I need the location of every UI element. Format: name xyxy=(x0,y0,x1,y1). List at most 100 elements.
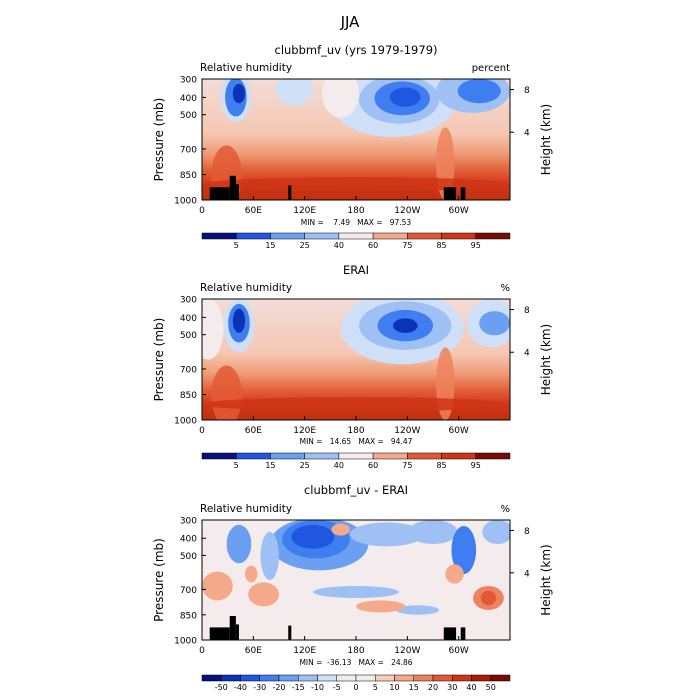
y-tick-label: 1000 xyxy=(174,417,197,427)
x-tick-label: 120E xyxy=(293,646,316,656)
panel-title: clubbmf_uv (yrs 1979-1979) xyxy=(275,43,438,57)
y-tick-label: 700 xyxy=(180,145,197,155)
min-max-stats: MIN = 14.65 MAX = 94.47 xyxy=(300,437,413,446)
colorbar-label: 60 xyxy=(368,241,378,250)
colorbar-label: 95 xyxy=(471,241,481,250)
panel-title: ERAI xyxy=(343,263,369,277)
colorbar-swatch xyxy=(235,452,271,460)
colorbar-swatch xyxy=(432,674,453,682)
colorbar-label: 15 xyxy=(265,241,275,250)
x-tick-label: 60E xyxy=(245,206,262,216)
colorbar-label: -40 xyxy=(234,683,247,692)
x-tick-label: 60E xyxy=(245,646,262,656)
colorbar-label: 40 xyxy=(334,461,344,470)
subtitle-right: percent xyxy=(472,63,510,74)
y-tick-label: 1000 xyxy=(174,637,197,647)
x-tick-label: 60W xyxy=(448,206,468,216)
x-tick-label: 60E xyxy=(245,426,262,436)
colorbar-swatch xyxy=(270,232,305,240)
colorbar-swatch xyxy=(240,674,260,682)
colorbar-swatch xyxy=(372,232,408,240)
colorbar-label: 85 xyxy=(436,241,446,250)
contour-field xyxy=(202,299,510,420)
colorbar-swatch xyxy=(201,232,237,240)
colorbar-label: 25 xyxy=(300,241,310,250)
x-tick-label: 0 xyxy=(199,426,205,436)
colorbar-swatch xyxy=(452,674,472,682)
contour-field xyxy=(202,79,510,200)
x-tick-label: 120W xyxy=(394,646,420,656)
terrain-mask xyxy=(209,187,230,200)
colorbar-swatch xyxy=(304,232,340,240)
y-right-axis-label: Height (km) xyxy=(539,324,553,395)
terrain-mask xyxy=(460,627,466,640)
y-right-tick-label: 4 xyxy=(524,349,530,359)
x-tick-label: 180 xyxy=(347,206,364,216)
subtitle-right: % xyxy=(500,283,510,294)
x-tick-label: 120E xyxy=(293,206,316,216)
y-right-tick-label: 4 xyxy=(524,569,530,579)
colorbar xyxy=(201,674,511,682)
y-right-axis-label: Height (km) xyxy=(539,104,553,175)
colorbar-swatch xyxy=(201,674,222,682)
colorbar-swatch xyxy=(270,452,305,460)
panel-2 xyxy=(201,298,514,460)
y-tick-label: 850 xyxy=(180,611,197,621)
y-tick-label: 500 xyxy=(180,331,197,341)
subtitle-left: Relative humidity xyxy=(200,282,292,294)
y-tick-label: 400 xyxy=(180,94,197,104)
colorbar-swatch xyxy=(259,674,280,682)
colorbar-swatch xyxy=(298,674,318,682)
x-tick-label: 60W xyxy=(448,646,468,656)
y-axis-label: Pressure (mb) xyxy=(152,318,166,402)
colorbar-label: 15 xyxy=(409,683,419,692)
colorbar-label: 50 xyxy=(486,683,496,692)
colorbar-label: 40 xyxy=(466,683,476,692)
y-tick-label: 850 xyxy=(180,391,197,401)
terrain-mask xyxy=(288,185,292,200)
y-tick-label: 700 xyxy=(180,365,197,375)
terrain-mask xyxy=(235,184,239,200)
colorbar-swatch xyxy=(407,452,442,460)
colorbar-label: 10 xyxy=(389,683,399,692)
y-right-tick-label: 8 xyxy=(524,306,530,316)
colorbar-swatch xyxy=(407,232,442,240)
y-right-axis-label: Height (km) xyxy=(539,544,553,615)
colorbar-swatch xyxy=(317,674,337,682)
min-max-stats: MIN = -36.13 MAX = 24.86 xyxy=(299,658,412,667)
panel-title: clubbmf_uv - ERAI xyxy=(304,483,408,497)
colorbar-swatch xyxy=(235,232,271,240)
colorbar-label: -30 xyxy=(253,683,266,692)
colorbar-label: 5 xyxy=(234,461,239,470)
colorbar-swatch xyxy=(475,232,511,240)
colorbar-swatch xyxy=(375,674,395,682)
colorbar-swatch xyxy=(471,674,491,682)
y-right-tick-label: 8 xyxy=(524,527,530,537)
colorbar-swatch xyxy=(278,674,299,682)
y-right-tick-label: 8 xyxy=(524,86,530,96)
subtitle-right: % xyxy=(500,504,510,515)
colorbar-label: -20 xyxy=(272,683,285,692)
colorbar-swatch xyxy=(338,232,374,240)
y-right-tick-label: 4 xyxy=(524,129,530,139)
y-tick-label: 300 xyxy=(180,517,197,527)
terrain-mask xyxy=(235,624,239,640)
colorbar-label: 20 xyxy=(428,683,438,692)
colorbar-swatch xyxy=(413,674,434,682)
x-tick-label: 0 xyxy=(199,206,205,216)
colorbar xyxy=(201,232,511,240)
terrain-mask xyxy=(443,627,457,640)
colorbar-label: 85 xyxy=(436,461,446,470)
terrain-mask xyxy=(460,187,466,200)
y-tick-label: 850 xyxy=(180,171,197,181)
colorbar-swatch xyxy=(201,452,237,460)
y-tick-label: 1000 xyxy=(174,197,197,207)
colorbar-swatch xyxy=(355,674,376,682)
colorbar-label: 5 xyxy=(234,241,239,250)
figure-title: JJA xyxy=(340,13,361,31)
y-tick-label: 500 xyxy=(180,552,197,562)
subtitle-left: Relative humidity xyxy=(200,503,292,515)
x-tick-label: 180 xyxy=(347,426,364,436)
colorbar-swatch xyxy=(372,452,408,460)
colorbar-swatch xyxy=(336,674,357,682)
